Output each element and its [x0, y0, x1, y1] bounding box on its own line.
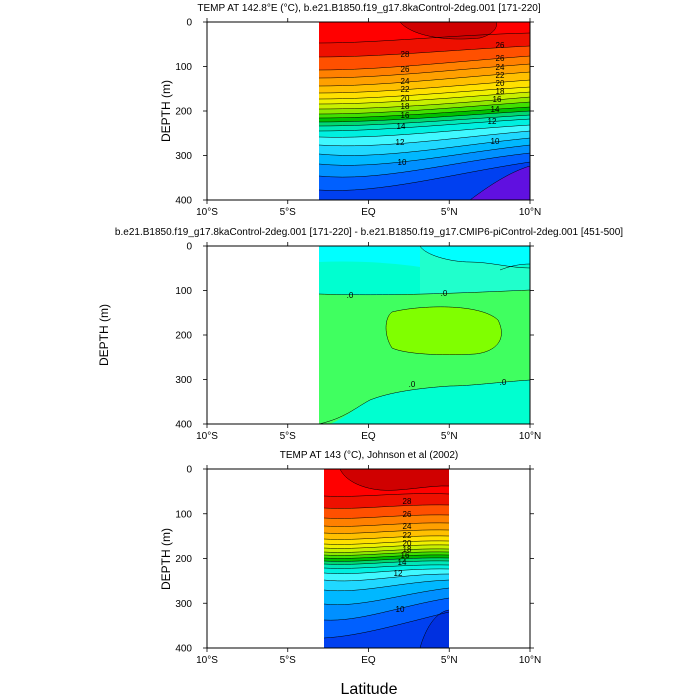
x-axis-label: Latitude [341, 681, 398, 698]
contour-label: 18 [496, 87, 505, 96]
contour-label: 22 [496, 71, 505, 80]
contour-label: 18 [401, 102, 410, 111]
x-tick-label: 10°N [519, 655, 541, 666]
contour-label: .0 [500, 378, 507, 387]
panel1-contour-labels: 28 26 24 22 20 18 16 14 12 10 26 26 24 2… [396, 41, 505, 167]
y-tick-label: 200 [175, 331, 192, 342]
contour-label: 16 [401, 111, 410, 120]
y-tick-label: 100 [175, 286, 192, 297]
contour-label: 22 [401, 85, 410, 94]
panel1-x-ticks: 10°S 5°S EQ 5°N 10°N [196, 18, 541, 218]
panel2-y-ticks: 0 100 200 300 400 [175, 242, 534, 431]
contour-label: 24 [496, 63, 505, 72]
y-tick-label: 0 [186, 18, 192, 29]
contour-label: 24 [401, 77, 410, 86]
temp-band-8 [420, 610, 449, 648]
y-tick-label: 100 [175, 509, 192, 520]
contour-label: 10 [491, 137, 500, 146]
contour-label: 16 [401, 551, 410, 560]
diff-band-max [386, 306, 502, 355]
warm-pool-core [340, 469, 449, 491]
contour-label: 20 [403, 539, 412, 548]
contour-label: 18 [403, 545, 412, 554]
panel2-y-axis-label: DEPTH (m) [97, 304, 111, 366]
contour-label: 14 [397, 122, 406, 131]
y-tick-label: 200 [175, 554, 192, 565]
x-tick-label: EQ [361, 655, 376, 666]
x-tick-label: 10°S [196, 431, 218, 442]
contour-label: 20 [496, 79, 505, 88]
contour-label: .0 [409, 380, 416, 389]
y-tick-label: 0 [186, 242, 192, 253]
panel2-contour-field [319, 246, 530, 424]
panel3-title: TEMP AT 143 (°C), Johnson et al (2002) [280, 450, 459, 461]
contour-label: 26 [401, 65, 410, 74]
panel3-contour-field [324, 469, 449, 648]
x-tick-label: 5°N [441, 431, 458, 442]
panel1-title: TEMP AT 142.8°E (°C), b.e21.B1850.f19_g1… [197, 3, 540, 14]
x-tick-label: 10°N [519, 207, 541, 218]
contour-label: .0 [441, 289, 448, 298]
panel3-contour-labels: 28 26 24 22 20 18 16 14 12 10 [394, 497, 412, 614]
contour-label: 26 [496, 41, 505, 50]
contour-label: 24 [403, 522, 412, 531]
temp-band-8 [470, 166, 530, 200]
panel1-y-axis-label: DEPTH (m) [159, 80, 173, 142]
panel3-y-ticks: 0 100 200 300 400 [175, 465, 534, 655]
panel2-contour-labels: .0 .0 .0 .0 [347, 289, 507, 389]
contour-label: .0 [347, 291, 354, 300]
panel2-contour-lines [319, 246, 530, 424]
panel2-title: b.e21.B1850.f19_g17.8kaControl-2deg.001 … [115, 227, 623, 238]
contour-label: 10 [396, 605, 405, 614]
contour-label: 28 [403, 497, 412, 506]
x-tick-label: 5°N [441, 655, 458, 666]
x-tick-label: 10°S [196, 655, 218, 666]
contour-label: 10 [398, 158, 407, 167]
y-tick-label: 300 [175, 151, 192, 162]
y-tick-label: 0 [186, 465, 192, 476]
panel-temperature-difference: b.e21.B1850.f19_g17.8kaControl-2deg.001 … [97, 227, 623, 442]
contour-label: 12 [396, 138, 405, 147]
x-tick-label: 5°S [280, 655, 297, 666]
panel3-y-axis-label: DEPTH (m) [159, 528, 173, 590]
contour-label: 22 [403, 531, 412, 540]
x-tick-label: 5°S [280, 431, 297, 442]
contour-label: 12 [394, 569, 403, 578]
temp-band-9 [324, 612, 449, 648]
contour-label: 16 [493, 95, 502, 104]
y-tick-label: 300 [175, 599, 192, 610]
panel3-contour-lines [324, 469, 449, 648]
x-tick-label: 10°N [519, 431, 541, 442]
x-tick-label: 5°N [441, 207, 458, 218]
panel2-x-ticks: 10°S 5°S EQ 5°N 10°N [196, 242, 541, 442]
contour-label: 14 [491, 105, 500, 114]
temp-band-9 [319, 162, 530, 200]
contour-label: 20 [401, 94, 410, 103]
x-tick-label: 10°S [196, 207, 218, 218]
y-tick-label: 100 [175, 62, 192, 73]
contour-label: 26 [403, 510, 412, 519]
x-tick-label: 5°S [280, 207, 297, 218]
contour-label: 14 [398, 558, 407, 567]
contour-label: 26 [496, 54, 505, 63]
y-tick-label: 400 [175, 196, 192, 207]
y-tick-label: 200 [175, 107, 192, 118]
y-tick-label: 300 [175, 375, 192, 386]
panel3-x-ticks: 10°S 5°S EQ 5°N 10°N [196, 465, 541, 666]
contour-label: 28 [401, 50, 410, 59]
contour-label: 12 [488, 117, 497, 126]
y-tick-label: 400 [175, 644, 192, 655]
panel1-y-ticks: 0 100 200 300 400 [175, 18, 534, 207]
x-tick-label: EQ [361, 207, 376, 218]
panel1-contour-lines [319, 22, 530, 200]
panel-observed-temperature: TEMP AT 143 (°C), Johnson et al (2002) [159, 450, 541, 666]
panel-model-temperature: TEMP AT 142.8°E (°C), b.e21.B1850.f19_g1… [159, 3, 541, 218]
x-tick-label: EQ [361, 431, 376, 442]
y-tick-label: 400 [175, 420, 192, 431]
